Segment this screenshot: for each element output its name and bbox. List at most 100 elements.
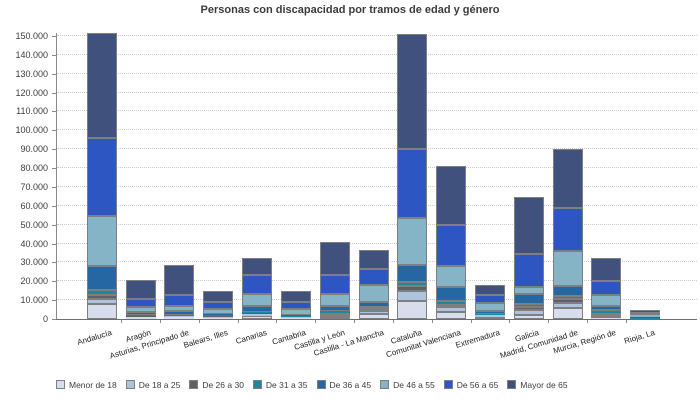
- bar-segment[interactable]: [86, 33, 117, 138]
- bar-segment[interactable]: [513, 306, 544, 310]
- bar-segment[interactable]: [591, 318, 622, 319]
- bar-segment[interactable]: [552, 286, 583, 297]
- bar-segment[interactable]: [436, 304, 467, 308]
- bar-segment[interactable]: [358, 249, 389, 269]
- bar-segment[interactable]: [552, 299, 583, 303]
- bar-segment[interactable]: [203, 291, 234, 303]
- bar-segment[interactable]: [125, 311, 156, 316]
- bar-segment[interactable]: [86, 298, 117, 304]
- bar-segment[interactable]: [358, 314, 389, 319]
- bar-segment[interactable]: [242, 313, 273, 315]
- bar-segment[interactable]: [552, 149, 583, 209]
- bar-segment[interactable]: [475, 295, 505, 304]
- bar-segment[interactable]: [164, 310, 195, 315]
- bar-segment[interactable]: [397, 291, 428, 301]
- bar-segment[interactable]: [86, 294, 117, 299]
- bar-segment[interactable]: [591, 310, 622, 314]
- bar-segment[interactable]: [475, 303, 505, 312]
- bar-segment[interactable]: [397, 282, 428, 287]
- bar-segment[interactable]: [358, 311, 389, 315]
- bar-segment[interactable]: [630, 309, 661, 313]
- bar-segment[interactable]: [280, 314, 311, 316]
- legend-item[interactable]: De 18 a 25: [125, 380, 180, 390]
- bar-segment[interactable]: [475, 311, 505, 314]
- bar-segment[interactable]: [86, 265, 117, 291]
- bar-segment[interactable]: [164, 294, 195, 306]
- bar-segment[interactable]: [591, 315, 622, 319]
- bar-segment[interactable]: [280, 316, 311, 317]
- legend-item[interactable]: Menor de 18: [56, 380, 117, 390]
- bar-segment[interactable]: [280, 291, 311, 303]
- legend-item[interactable]: Mayor de 65: [507, 380, 568, 390]
- bar-segment[interactable]: [358, 285, 389, 303]
- bar-segment[interactable]: [358, 306, 389, 309]
- bar-segment[interactable]: [475, 314, 505, 316]
- legend-item[interactable]: De 56 a 65: [443, 380, 498, 390]
- bar-segment[interactable]: [319, 310, 350, 313]
- bar-segment[interactable]: [397, 217, 428, 265]
- bar-segment[interactable]: [475, 285, 505, 296]
- bar-segment[interactable]: [436, 224, 467, 266]
- bar-segment[interactable]: [397, 33, 428, 149]
- bar-segment[interactable]: [475, 316, 505, 319]
- bar-segment[interactable]: [242, 311, 273, 314]
- bar-segment[interactable]: [86, 303, 117, 319]
- bar-segment[interactable]: [203, 317, 234, 319]
- bar-segment[interactable]: [513, 293, 544, 304]
- bar-segment[interactable]: [164, 317, 195, 319]
- bar-segment[interactable]: [591, 257, 622, 281]
- bar-segment[interactable]: [436, 165, 467, 225]
- bar-segment[interactable]: [513, 303, 544, 307]
- bar-segment[interactable]: [591, 294, 622, 306]
- bar-segment[interactable]: [125, 299, 156, 308]
- bar-segment[interactable]: [125, 307, 156, 312]
- bar-segment[interactable]: [630, 312, 661, 316]
- bar-segment[interactable]: [552, 296, 583, 300]
- bar-segment[interactable]: [125, 280, 156, 300]
- bar-segment[interactable]: [125, 316, 156, 318]
- bar-segment[interactable]: [280, 302, 311, 310]
- bar-segment[interactable]: [475, 315, 505, 317]
- bar-segment[interactable]: [319, 306, 350, 311]
- bar-segment[interactable]: [242, 316, 273, 319]
- bar-segment[interactable]: [319, 275, 350, 294]
- bar-segment[interactable]: [319, 312, 350, 315]
- bar-segment[interactable]: [630, 315, 661, 317]
- legend-item[interactable]: De 26 a 30: [189, 380, 244, 390]
- bar-segment[interactable]: [86, 290, 117, 295]
- bar-segment[interactable]: [203, 313, 234, 316]
- bar-segment[interactable]: [475, 313, 505, 315]
- bar-segment[interactable]: [319, 316, 350, 319]
- bar-segment[interactable]: [164, 316, 195, 318]
- bar-segment[interactable]: [280, 317, 311, 319]
- bar-segment[interactable]: [86, 215, 117, 266]
- bar-segment[interactable]: [436, 307, 467, 313]
- bar-segment[interactable]: [125, 315, 156, 317]
- bar-segment[interactable]: [242, 314, 273, 317]
- bar-segment[interactable]: [164, 305, 195, 311]
- bar-segment[interactable]: [513, 315, 544, 319]
- bar-segment[interactable]: [164, 315, 195, 317]
- bar-segment[interactable]: [86, 137, 117, 216]
- bar-segment[interactable]: [436, 312, 467, 319]
- bar-segment[interactable]: [203, 316, 234, 317]
- bar-segment[interactable]: [591, 305, 622, 311]
- bar-segment[interactable]: [164, 314, 195, 316]
- legend-item[interactable]: De 46 a 55: [380, 380, 435, 390]
- bar-segment[interactable]: [436, 301, 467, 305]
- bar-segment[interactable]: [280, 309, 311, 315]
- bar-segment[interactable]: [242, 306, 273, 312]
- bar-segment[interactable]: [397, 148, 428, 218]
- bar-segment[interactable]: [358, 308, 389, 312]
- bar-segment[interactable]: [164, 265, 195, 295]
- bar-segment[interactable]: [436, 287, 467, 302]
- bar-segment[interactable]: [319, 293, 350, 306]
- bar-segment[interactable]: [242, 257, 273, 276]
- bar-segment[interactable]: [513, 253, 544, 287]
- bar-segment[interactable]: [242, 275, 273, 295]
- bar-segment[interactable]: [397, 300, 428, 319]
- bar-segment[interactable]: [280, 316, 311, 318]
- bar-segment[interactable]: [436, 265, 467, 288]
- bar-segment[interactable]: [513, 197, 544, 254]
- bar-segment[interactable]: [358, 268, 389, 286]
